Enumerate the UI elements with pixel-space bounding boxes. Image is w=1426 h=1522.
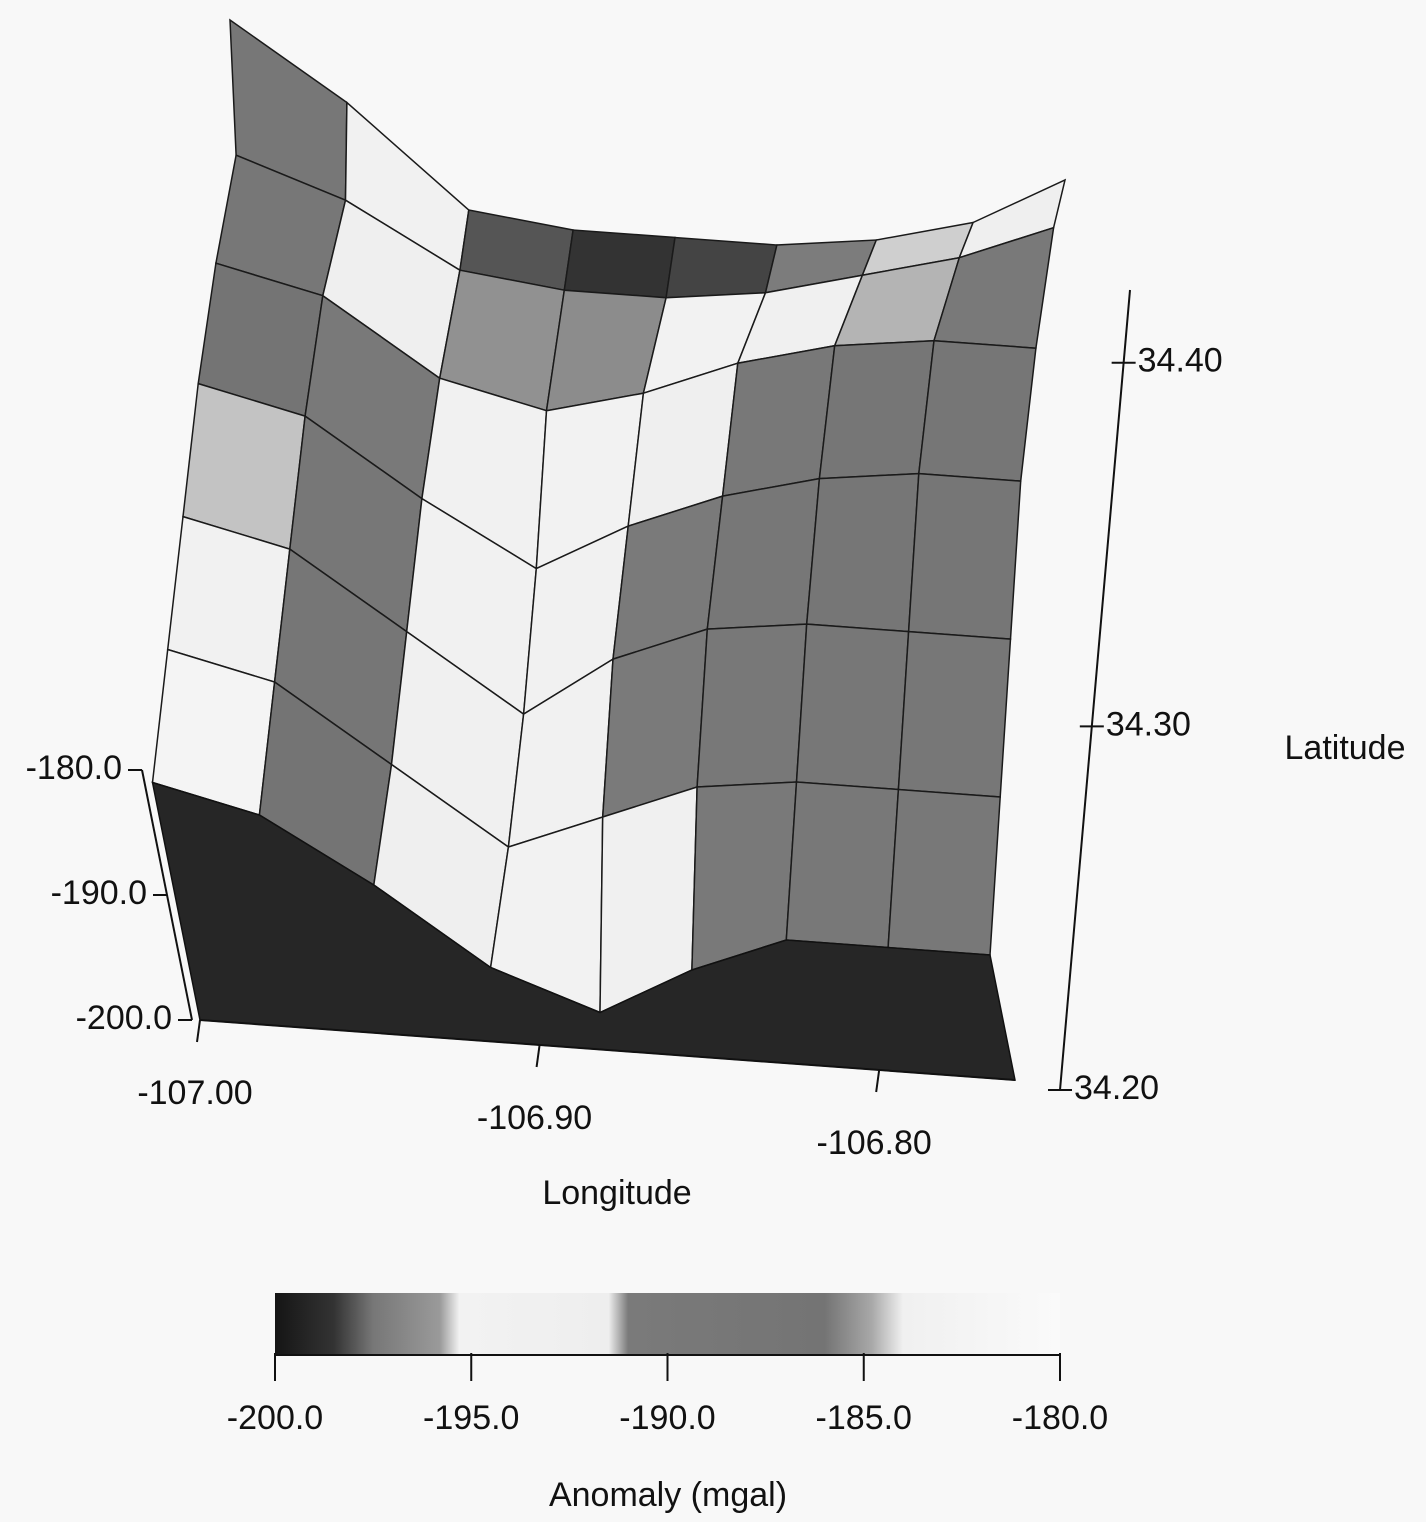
surface-cell — [917, 339, 1037, 482]
surface-cell — [805, 472, 920, 633]
x-tick — [535, 1044, 541, 1068]
x-tick-label: -106.90 — [477, 1099, 592, 1137]
colorbar — [275, 1293, 1060, 1355]
surface-cell — [706, 477, 821, 630]
y-tick-label: 34.30 — [1106, 705, 1191, 743]
colorbar-tick-label: -195.0 — [423, 1399, 519, 1437]
surface-cell — [785, 781, 900, 949]
x-tick-label: -106.80 — [817, 1124, 932, 1162]
x-tick — [875, 1069, 881, 1093]
surface-cell — [665, 236, 778, 299]
surface-cell — [795, 623, 910, 791]
y-tick-label: 34.40 — [1138, 342, 1223, 380]
colorbar-tick-label: -200.0 — [227, 1399, 323, 1437]
z-tick-label: -190.0 — [51, 874, 147, 912]
x-axis-label: Longitude — [542, 1174, 691, 1212]
y-axis-label: Latitude — [1285, 729, 1406, 767]
surface-cell — [721, 344, 836, 498]
colorbar-label: Anomaly (mgal) — [549, 1476, 787, 1514]
surface-cell — [887, 788, 1001, 956]
y-tick-label: 34.20 — [1074, 1069, 1159, 1107]
colorbar-tick-label: -185.0 — [816, 1399, 912, 1437]
colorbar-tick-label: -180.0 — [1012, 1399, 1108, 1437]
x-tick — [196, 1019, 201, 1043]
surface-cell — [907, 472, 1022, 640]
surface-cell — [897, 630, 1012, 798]
z-tick-label: -180.0 — [26, 749, 122, 787]
surface-cell — [696, 623, 808, 788]
x-tick-label: -107.00 — [137, 1074, 252, 1112]
y-axis — [1059, 289, 1131, 1091]
surface-cell — [818, 339, 935, 480]
z-tick-label: -200.0 — [76, 999, 172, 1037]
colorbar-tick-label: -190.0 — [619, 1399, 715, 1437]
surface-cell — [563, 229, 676, 299]
